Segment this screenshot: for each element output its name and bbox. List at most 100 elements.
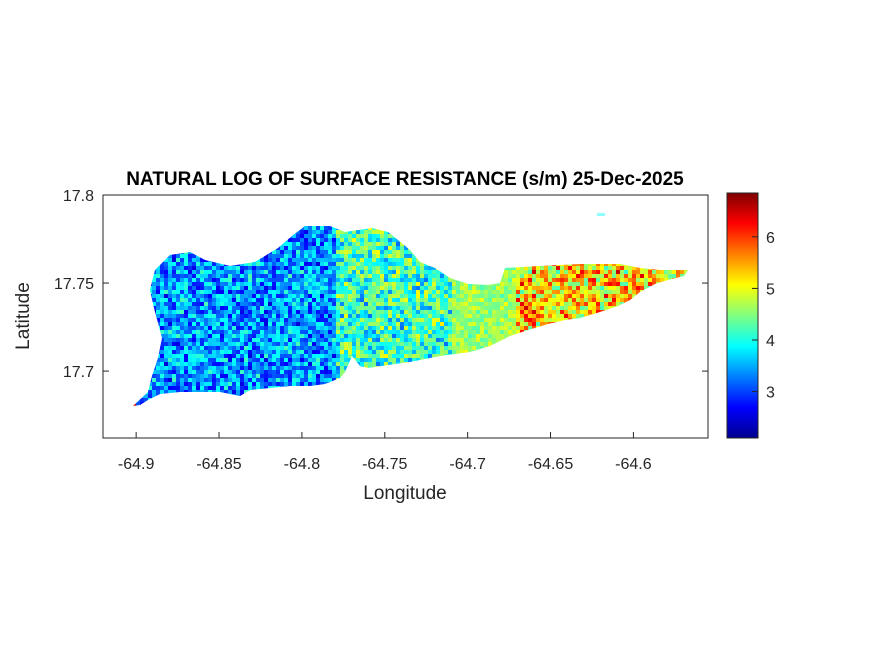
heatmap-cell xyxy=(184,302,189,307)
heatmap-cell xyxy=(340,306,345,311)
heatmap-cell xyxy=(292,254,297,259)
heatmap-cell xyxy=(344,346,349,351)
heatmap-cell xyxy=(184,310,189,315)
heatmap-cell xyxy=(360,310,365,315)
heatmap-cell xyxy=(308,298,313,303)
heatmap-cell xyxy=(296,238,301,243)
heatmap-cell xyxy=(324,366,329,371)
heatmap-cell xyxy=(548,290,553,295)
heatmap-cell xyxy=(296,230,301,235)
heatmap-cell xyxy=(240,294,245,299)
heatmap-cell xyxy=(368,262,373,267)
heatmap-cell xyxy=(240,278,245,283)
heatmap-cell xyxy=(460,286,465,291)
heatmap-cell xyxy=(404,338,409,343)
heatmap-cell xyxy=(504,294,509,299)
heatmap-cell xyxy=(236,290,241,295)
heatmap-cell xyxy=(212,310,217,315)
heatmap-cell xyxy=(320,294,325,299)
heatmap-cell xyxy=(192,342,197,347)
heatmap-cell xyxy=(488,286,493,291)
heatmap-cell xyxy=(532,266,537,271)
heatmap-cell xyxy=(304,298,309,303)
heatmap-cell xyxy=(536,270,541,275)
heatmap-cell xyxy=(536,318,541,323)
heatmap-cell xyxy=(176,330,181,335)
heatmap-cell xyxy=(440,274,445,279)
heatmap-cell xyxy=(396,278,401,283)
heatmap-cell xyxy=(212,302,217,307)
heatmap-cell xyxy=(232,390,237,395)
heatmap-cell xyxy=(468,342,473,347)
heatmap-cell xyxy=(360,338,365,343)
heatmap-cell xyxy=(404,250,409,255)
heatmap-cell xyxy=(300,230,305,235)
heatmap-cell xyxy=(184,294,189,299)
heatmap-cell xyxy=(328,242,333,247)
heatmap-cell xyxy=(328,262,333,267)
heatmap-cell xyxy=(240,362,245,367)
heatmap-cell xyxy=(516,270,521,275)
heatmap-cell xyxy=(180,290,185,295)
heatmap-cell xyxy=(328,286,333,291)
heatmap-cell xyxy=(168,330,173,335)
heatmap-cell xyxy=(228,354,233,359)
heatmap-cell xyxy=(304,262,309,267)
heatmap-cell xyxy=(256,270,261,275)
heatmap-cell xyxy=(252,290,257,295)
heatmap-cell xyxy=(372,354,377,359)
heatmap-cell xyxy=(440,342,445,347)
heatmap-cell xyxy=(300,250,305,255)
heatmap-cell xyxy=(180,306,185,311)
heatmap-cell xyxy=(172,254,177,259)
heatmap-cell xyxy=(232,330,237,335)
heatmap-cell xyxy=(292,258,297,263)
heatmap-cell xyxy=(424,326,429,331)
heatmap-cell xyxy=(532,322,537,327)
heatmap-cell xyxy=(344,286,349,291)
heatmap-cell xyxy=(152,390,157,395)
heatmap-cell xyxy=(200,302,205,307)
heatmap-cell xyxy=(268,262,273,267)
heatmap-cell xyxy=(288,242,293,247)
heatmap-cell xyxy=(244,366,249,371)
heatmap-cell xyxy=(220,330,225,335)
heatmap-cell xyxy=(152,382,157,387)
heatmap-cell xyxy=(264,322,269,327)
heatmap-cell xyxy=(308,374,313,379)
heatmap-cell xyxy=(544,290,549,295)
heatmap-cell xyxy=(180,298,185,303)
heatmap-cell xyxy=(512,330,517,335)
heatmap-cell xyxy=(444,326,449,331)
heatmap-cell xyxy=(232,306,237,311)
heatmap-cell xyxy=(464,306,469,311)
heatmap-cell xyxy=(368,230,373,235)
heatmap-cell xyxy=(288,258,293,263)
heatmap-cell xyxy=(336,306,341,311)
heatmap-cell xyxy=(384,270,389,275)
heatmap-cell xyxy=(540,286,545,291)
heatmap-cell xyxy=(424,310,429,315)
heatmap-cell xyxy=(420,354,425,359)
heatmap-cell xyxy=(404,270,409,275)
heatmap-cell xyxy=(172,342,177,347)
heatmap-cell xyxy=(368,322,373,327)
heatmap-cell xyxy=(212,326,217,331)
heatmap-cell xyxy=(328,274,333,279)
heatmap-cell xyxy=(276,342,281,347)
heatmap-cell xyxy=(180,310,185,315)
heatmap-cell xyxy=(376,286,381,291)
heatmap-cell xyxy=(224,314,229,319)
heatmap-cell xyxy=(412,274,417,279)
heatmap-cell xyxy=(332,342,337,347)
heatmap-cell xyxy=(300,270,305,275)
heatmap-cell xyxy=(188,330,193,335)
heatmap-cell xyxy=(256,346,261,351)
heatmap-cell xyxy=(476,346,481,351)
heatmap-cell xyxy=(284,290,289,295)
heatmap-cell xyxy=(200,278,205,283)
heatmap-cell xyxy=(396,262,401,267)
heatmap-cell xyxy=(288,346,293,351)
heatmap-cell xyxy=(280,314,285,319)
heatmap-cell xyxy=(328,342,333,347)
